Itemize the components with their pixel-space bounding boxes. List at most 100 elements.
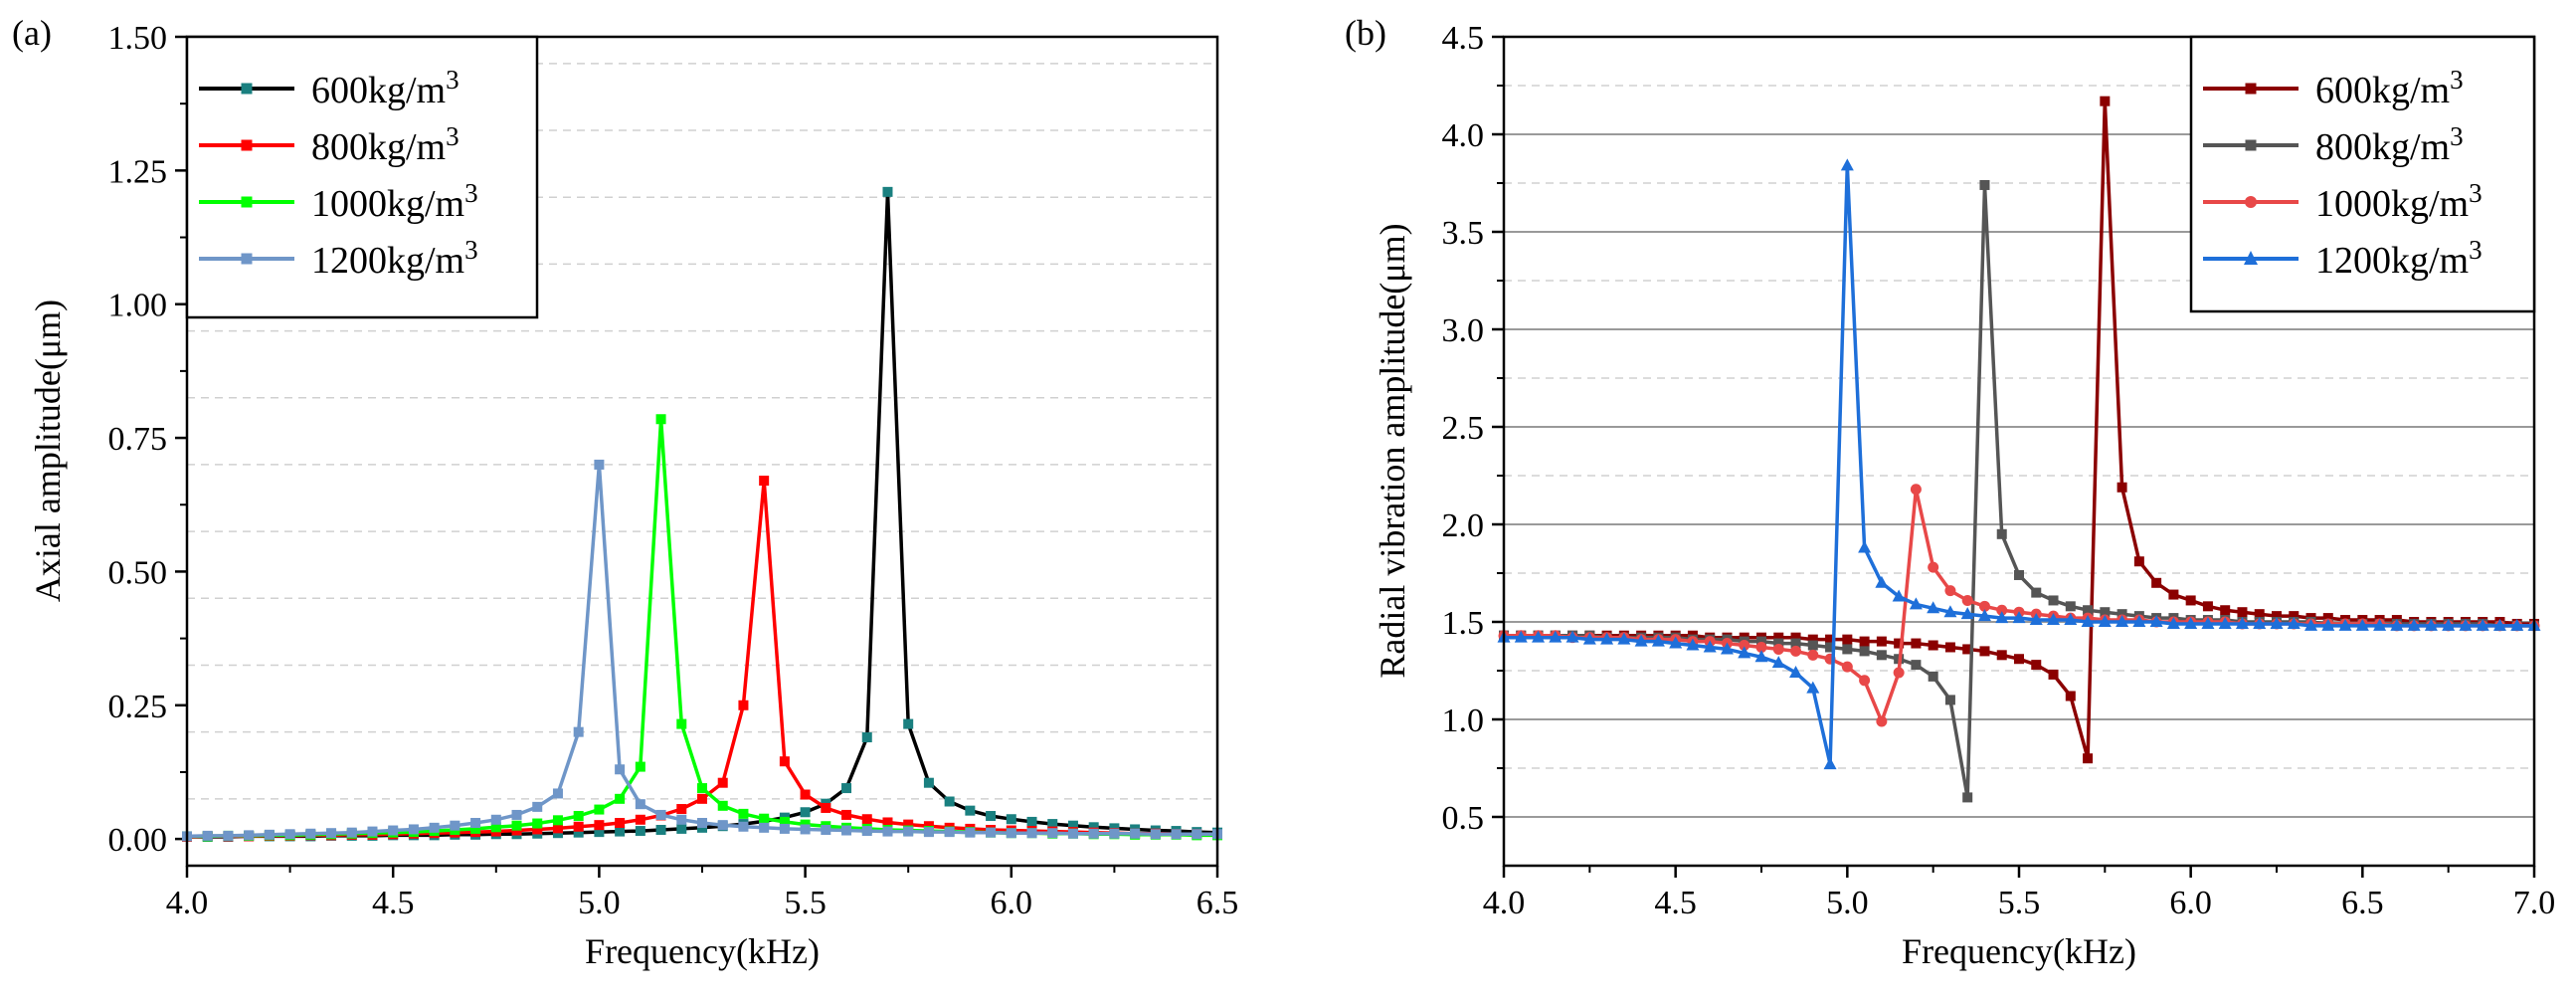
legend-label-superscript: 3 bbox=[446, 121, 460, 151]
x-tick-label: 5.0 bbox=[1826, 885, 1869, 921]
data-point bbox=[1840, 158, 1854, 171]
data-point bbox=[800, 807, 811, 818]
panel-b: (b) 0.5 1.0 1.5 2.0 2.5 3.0 3.5 4.0 4.5 4.0 4.5 5.0 5… bbox=[1345, 13, 2555, 971]
legend-label-superscript: 3 bbox=[2450, 121, 2464, 151]
legend-label: 600kg/m3 bbox=[2315, 65, 2464, 111]
legend-marker bbox=[241, 139, 253, 151]
data-point bbox=[1909, 597, 1923, 610]
data-point bbox=[1927, 601, 1940, 614]
data-point bbox=[470, 823, 481, 834]
data-point bbox=[1960, 607, 1974, 620]
plot-frame bbox=[1502, 35, 2536, 868]
y-tick-label: 0.00 bbox=[108, 822, 168, 859]
data-point bbox=[1807, 640, 1818, 651]
data-point bbox=[1532, 630, 1546, 643]
x-tick-label: 6.0 bbox=[2169, 885, 2212, 921]
data-point bbox=[615, 764, 626, 775]
data-point bbox=[2132, 615, 2146, 627]
data-point bbox=[1088, 822, 1099, 833]
data-point bbox=[2184, 616, 2198, 629]
data-point bbox=[573, 827, 584, 838]
data-point bbox=[615, 826, 626, 837]
data-point bbox=[635, 799, 645, 810]
data-point bbox=[800, 824, 811, 835]
legend-label-text: 800kg/m bbox=[311, 126, 446, 168]
data-point bbox=[965, 805, 976, 816]
data-point bbox=[2098, 615, 2112, 627]
x-tick-label: 5.5 bbox=[1998, 885, 2041, 921]
data-point bbox=[1876, 650, 1887, 661]
data-point bbox=[1859, 646, 1870, 657]
data-point bbox=[759, 822, 770, 833]
data-point bbox=[779, 823, 790, 834]
data-point bbox=[1600, 632, 1614, 645]
data-point bbox=[511, 820, 522, 831]
data-point bbox=[532, 801, 543, 812]
data-point bbox=[2116, 615, 2129, 627]
data-point bbox=[2031, 660, 2042, 671]
data-point bbox=[779, 816, 790, 827]
data-point bbox=[2185, 595, 2196, 606]
legend-marker bbox=[2245, 139, 2257, 151]
data-point bbox=[1582, 632, 1596, 645]
data-point bbox=[903, 718, 914, 729]
data-point bbox=[1842, 644, 1853, 655]
data-point bbox=[923, 827, 934, 838]
data-point bbox=[532, 818, 543, 829]
data-point bbox=[717, 800, 728, 811]
data-point bbox=[1617, 632, 1631, 645]
data-point bbox=[1995, 611, 2009, 624]
data-point bbox=[1130, 828, 1141, 839]
legend-label-superscript: 3 bbox=[446, 65, 460, 95]
data-point bbox=[2065, 601, 2076, 612]
data-point bbox=[1755, 641, 1767, 653]
data-point bbox=[1514, 630, 1528, 643]
data-point bbox=[2100, 96, 2111, 106]
data-point bbox=[1944, 642, 1955, 653]
legend-label: 600kg/m3 bbox=[311, 65, 460, 111]
data-point bbox=[1686, 638, 1700, 651]
series-line-3 bbox=[186, 463, 1217, 839]
data-point bbox=[717, 777, 728, 788]
data-point bbox=[2149, 615, 2163, 627]
legend-label: 800kg/m3 bbox=[311, 121, 460, 168]
data-point bbox=[490, 814, 501, 825]
legend-label-text: 1200kg/m bbox=[2315, 240, 2469, 282]
data-point bbox=[1962, 644, 1973, 655]
data-point bbox=[2459, 618, 2473, 631]
data-point bbox=[1859, 636, 1870, 647]
panel-label: (a) bbox=[12, 13, 52, 53]
data-point bbox=[759, 476, 770, 487]
data-point bbox=[2304, 618, 2318, 631]
y-tick-label: 4.5 bbox=[1442, 20, 1485, 57]
legend-label-superscript: 3 bbox=[2450, 65, 2464, 95]
data-point bbox=[1806, 681, 1820, 694]
data-point bbox=[2287, 616, 2300, 629]
data-point bbox=[944, 827, 955, 838]
data-point bbox=[2064, 613, 2078, 626]
data-point bbox=[2065, 691, 2076, 702]
plot-frame bbox=[185, 35, 1219, 868]
series-line-2 bbox=[187, 417, 1217, 839]
y-tick-label: 1.50 bbox=[108, 20, 168, 57]
legend-label: 1000kg/m3 bbox=[311, 178, 478, 225]
x-tick-label: 4.0 bbox=[166, 885, 209, 921]
data-point bbox=[2202, 601, 2213, 612]
data-point bbox=[594, 820, 605, 831]
data-point bbox=[2012, 611, 2026, 624]
x-tick-label: 6.5 bbox=[2341, 885, 2384, 921]
data-point bbox=[2254, 609, 2265, 620]
data-point bbox=[1790, 632, 1801, 643]
data-point bbox=[1772, 643, 1784, 655]
x-tick-label: 5.0 bbox=[578, 885, 621, 921]
data-point bbox=[1067, 828, 1078, 839]
data-point bbox=[676, 718, 687, 729]
legend-marker bbox=[2244, 251, 2258, 265]
data-point bbox=[2476, 618, 2489, 631]
data-point bbox=[635, 761, 645, 772]
data-point bbox=[986, 811, 997, 822]
data-point bbox=[1171, 829, 1182, 840]
data-point bbox=[346, 827, 357, 838]
data-point bbox=[2048, 595, 2059, 606]
data-point bbox=[1928, 561, 1939, 573]
